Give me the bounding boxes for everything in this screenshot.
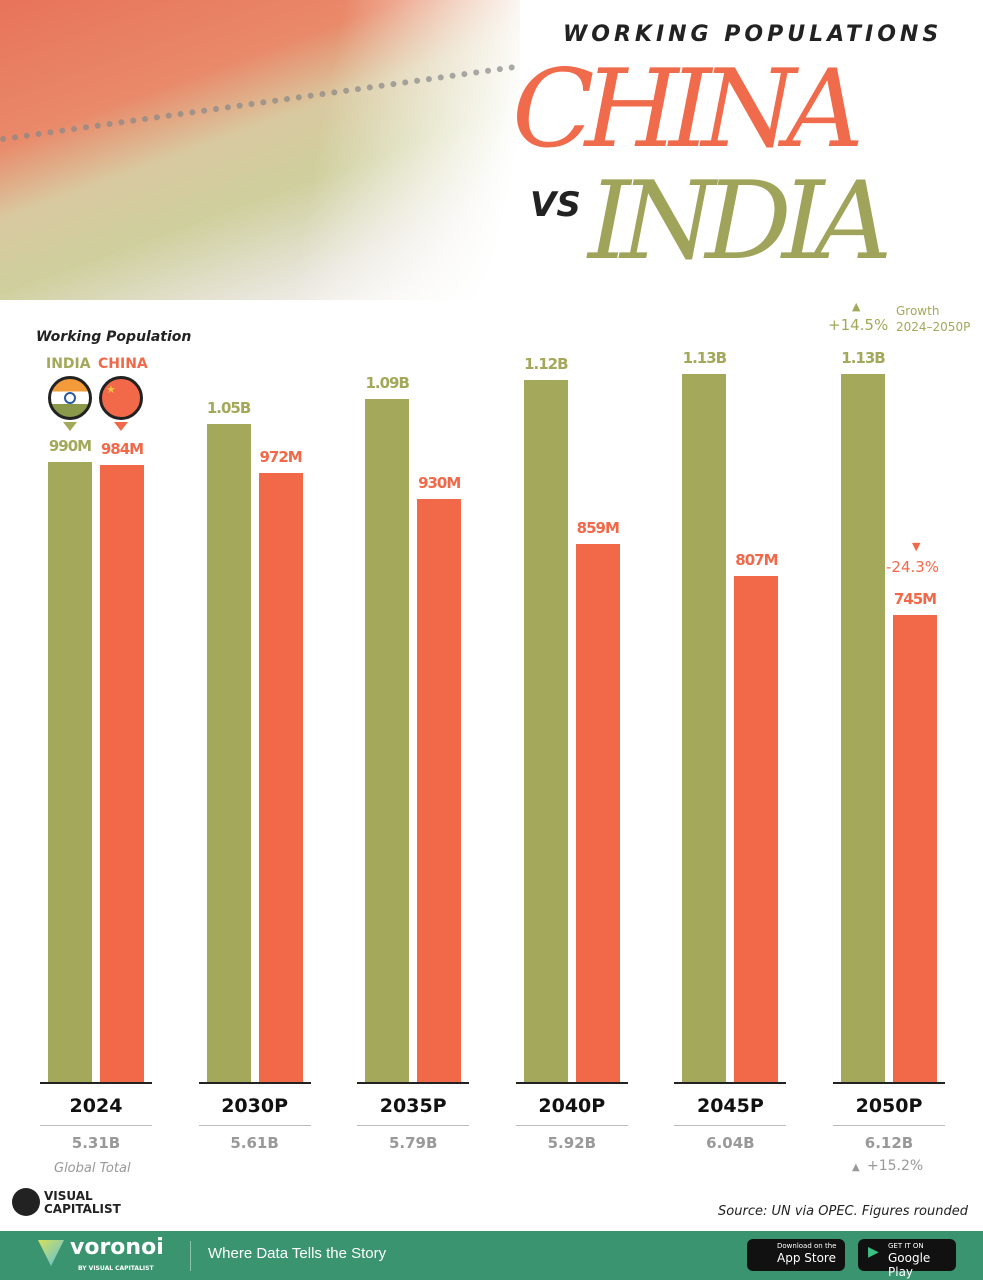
source-note: Source: UN via OPEC. Figures rounded	[718, 1204, 968, 1219]
app-store-small: Download on the	[777, 1242, 837, 1250]
value-label: 1.13B	[682, 349, 727, 367]
bar-india-2040P	[523, 380, 568, 1082]
play-icon: ▶	[868, 1244, 879, 1260]
india-flag-icon	[48, 376, 92, 420]
google-play-small: GET IT ON	[888, 1242, 924, 1250]
title-india: INDIA	[588, 159, 892, 284]
value-label: 1.09B	[365, 374, 409, 393]
value-label: 972M	[259, 447, 302, 466]
title-vs: VS	[530, 185, 581, 225]
india-growth: +14.5%	[828, 316, 889, 334]
bar-india-2024	[48, 461, 92, 1082]
divider	[198, 1125, 311, 1126]
bar-china-2045P	[734, 576, 779, 1082]
global-total: 5.79B	[388, 1134, 438, 1152]
google-play-label: Google Play	[888, 1251, 931, 1279]
value-label: 990M	[48, 436, 92, 455]
value-label: 745M	[893, 590, 937, 609]
global-total: 6.12B	[864, 1134, 914, 1152]
value-label: 1.05B	[206, 399, 251, 418]
bar-india-2045P	[682, 374, 727, 1082]
value-label: 984M	[100, 440, 144, 459]
year-label: 2024	[69, 1095, 123, 1117]
year-label: 2045P	[696, 1095, 764, 1117]
value-label: 930M	[418, 474, 461, 493]
bar-china-2030P	[258, 472, 303, 1082]
baseline	[40, 1082, 152, 1084]
china-decline-arrow-icon: ▼	[912, 540, 921, 553]
value-label: 807M	[735, 551, 778, 570]
value-label: 1.13B	[841, 349, 885, 367]
bar-china-2050P	[893, 615, 937, 1082]
bar-india-2035P	[365, 399, 410, 1082]
app-store-button[interactable]: Download on the App Store	[747, 1239, 845, 1271]
global-total: 5.92B	[547, 1134, 597, 1152]
baseline	[198, 1082, 311, 1084]
global-growth: +15.2%	[867, 1158, 924, 1174]
china-growth: -24.3%	[886, 558, 940, 576]
title-china: CHINA	[512, 47, 864, 172]
divider	[190, 1241, 191, 1271]
year-label: 2030P	[221, 1095, 288, 1117]
divider	[515, 1125, 628, 1126]
legend-china: CHINA	[98, 356, 148, 372]
bar-india-2030P	[206, 424, 251, 1082]
google-play-button[interactable]: ▶ GET IT ON Google Play	[858, 1239, 956, 1279]
year-label: 2040P	[538, 1095, 606, 1117]
voronoi-brand: voronoi	[70, 1235, 164, 1260]
global-total-label: Global Total	[54, 1161, 131, 1176]
india-pointer-icon	[63, 422, 77, 431]
global-growth-arrow-icon: ▲	[852, 1162, 860, 1173]
tagline: Where Data Tells the Story	[208, 1245, 387, 1262]
voronoi-logo-icon	[38, 1240, 64, 1266]
value-label: 859M	[576, 518, 620, 537]
value-label: 1.12B	[524, 355, 568, 374]
footer-bar: voronoi BY VISUAL CAPITALIST Where Data …	[0, 1231, 983, 1280]
divider	[674, 1125, 787, 1126]
growth-label-1: Growth	[896, 304, 940, 318]
bar-china-2040P	[575, 543, 620, 1082]
bar-india-2050P	[841, 374, 885, 1082]
china-flag-icon: ★	[99, 376, 143, 420]
bar-china-2035P	[417, 499, 462, 1082]
global-total: 5.31B	[71, 1134, 121, 1152]
growth-label-2: 2024–2050P	[896, 320, 971, 334]
legend-heading: Working Population	[36, 329, 192, 345]
map-image	[0, 0, 520, 300]
supertitle: WORKING POPULATIONS	[563, 22, 943, 47]
global-total: 6.04B	[706, 1134, 755, 1152]
baseline	[357, 1082, 470, 1084]
baseline	[674, 1082, 787, 1084]
bar-china-2024	[100, 465, 144, 1082]
baseline	[515, 1082, 628, 1084]
global-total: 5.61B	[230, 1134, 279, 1152]
year-label: 2035P	[379, 1095, 447, 1117]
year-label: 2050P	[855, 1095, 923, 1117]
visual-capitalist-logo-icon	[12, 1188, 40, 1216]
china-pointer-icon	[114, 422, 128, 431]
visual-capitalist-brand: VISUAL CAPITALIST	[44, 1189, 121, 1216]
baseline	[833, 1082, 945, 1084]
legend-india: INDIA	[46, 356, 91, 372]
divider	[40, 1125, 152, 1126]
divider	[833, 1125, 945, 1126]
divider	[357, 1125, 470, 1126]
app-store-label: App Store	[777, 1251, 836, 1265]
voronoi-subtitle: BY VISUAL CAPITALIST	[78, 1265, 154, 1272]
india-growth-arrow-icon: ▲	[852, 300, 861, 313]
